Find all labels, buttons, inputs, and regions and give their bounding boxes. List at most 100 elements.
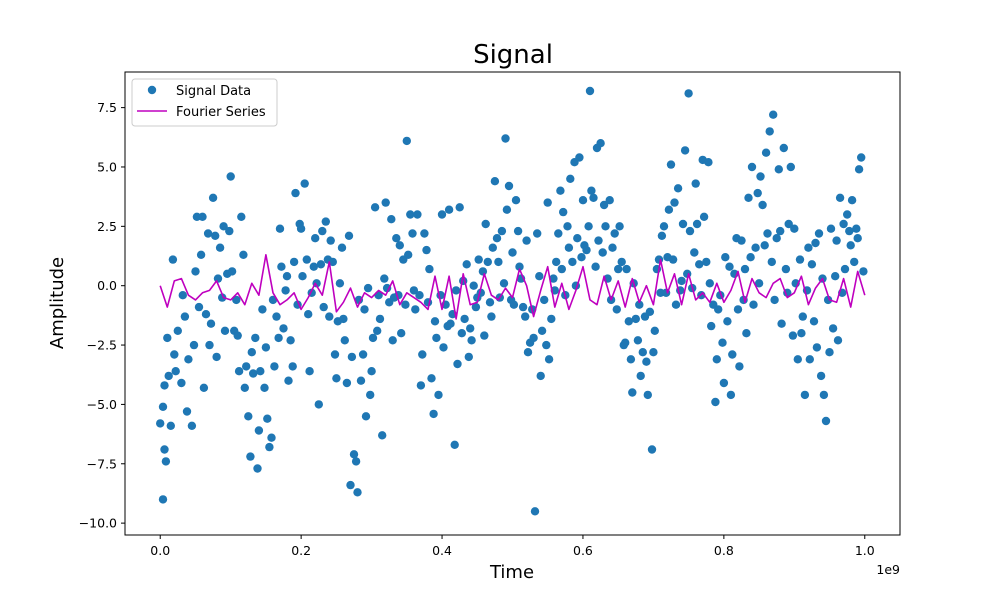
signal-data-point bbox=[234, 367, 244, 376]
signal-data-point bbox=[177, 378, 186, 388]
signal-data-point bbox=[811, 238, 820, 248]
signal-data-point bbox=[256, 367, 265, 376]
scatter-markers bbox=[156, 86, 868, 516]
signal-data-point bbox=[205, 340, 214, 350]
signal-data-point bbox=[163, 333, 172, 343]
signal-data-point bbox=[254, 426, 264, 435]
signal-data-point bbox=[318, 226, 327, 236]
signal-data-point bbox=[187, 421, 197, 430]
signal-data-point bbox=[286, 336, 295, 345]
signal-data-point bbox=[800, 390, 810, 400]
signal-data-point bbox=[533, 229, 542, 238]
signal-data-point bbox=[814, 229, 824, 238]
signal-data-point bbox=[760, 241, 769, 250]
signal-data-point bbox=[557, 264, 566, 274]
signal-data-point bbox=[767, 257, 776, 267]
y-tick-label: −10.0 bbox=[79, 516, 117, 531]
x-offset-label: 1e9 bbox=[876, 562, 900, 577]
signal-data-point bbox=[425, 264, 434, 274]
signal-data-point bbox=[409, 286, 419, 295]
signal-data-point bbox=[340, 336, 349, 345]
signal-data-point bbox=[196, 250, 206, 259]
signal-data-point bbox=[240, 383, 249, 392]
signal-data-point bbox=[816, 371, 826, 381]
signal-data-point bbox=[249, 369, 258, 378]
signal-data-point bbox=[378, 431, 387, 440]
signal-data-point bbox=[608, 243, 617, 252]
signal-data-point bbox=[744, 193, 753, 202]
signal-data-point bbox=[772, 234, 781, 243]
signal-data-point bbox=[416, 381, 426, 390]
signal-data-point bbox=[704, 158, 713, 167]
signal-data-point bbox=[422, 245, 431, 255]
signal-data-point bbox=[300, 179, 309, 188]
signal-data-point bbox=[170, 350, 179, 359]
signal-data-point bbox=[501, 134, 510, 143]
signal-data-point bbox=[624, 317, 633, 326]
signal-data-point bbox=[735, 362, 744, 371]
signal-data-point bbox=[728, 350, 737, 359]
signal-data-point bbox=[206, 319, 216, 328]
signal-data-point bbox=[208, 193, 218, 202]
signal-data-point bbox=[633, 336, 643, 345]
signal-data-point bbox=[455, 203, 464, 212]
signal-data-point bbox=[847, 196, 857, 205]
signal-data-point bbox=[453, 359, 462, 369]
signal-data-point bbox=[267, 433, 276, 442]
signal-data-point bbox=[584, 222, 593, 231]
fourier-series-layer bbox=[159, 254, 866, 320]
signal-data-point bbox=[305, 367, 314, 376]
signal-data-point bbox=[451, 286, 461, 295]
signal-data-point bbox=[261, 343, 271, 352]
signal-data-point bbox=[843, 210, 852, 219]
signal-data-point bbox=[430, 317, 440, 326]
signal-data-point bbox=[587, 186, 596, 195]
plot-area-frame bbox=[124, 71, 901, 536]
signal-data-point bbox=[786, 162, 795, 172]
signal-data-point bbox=[631, 314, 640, 324]
signal-data-point bbox=[518, 302, 528, 312]
signal-data-point bbox=[556, 186, 565, 195]
signal-data-point bbox=[201, 310, 211, 319]
signal-data-point bbox=[360, 305, 369, 314]
signal-data-point bbox=[547, 314, 556, 324]
legend-label-signal-data: Signal Data bbox=[176, 84, 251, 99]
signal-data-point bbox=[411, 305, 420, 314]
signal-data-point bbox=[211, 231, 220, 240]
signal-data-point bbox=[466, 324, 475, 333]
signal-data-point bbox=[591, 262, 600, 271]
signal-data-point bbox=[239, 250, 248, 259]
x-tick-label: 0.2 bbox=[291, 543, 311, 558]
signal-data-point bbox=[751, 243, 760, 252]
signal-data-point bbox=[552, 257, 561, 267]
signal-data-point bbox=[809, 317, 819, 326]
signal-data-point bbox=[846, 241, 855, 250]
signal-data-point bbox=[691, 179, 700, 188]
signal-data-point bbox=[437, 210, 447, 219]
signal-data-point bbox=[344, 231, 354, 240]
signal-data-point bbox=[719, 378, 729, 388]
signal-data-point bbox=[832, 236, 841, 245]
signal-data-point bbox=[537, 326, 547, 335]
signal-data-point bbox=[508, 248, 517, 257]
signal-data-point bbox=[540, 295, 549, 305]
signal-data-point bbox=[793, 355, 802, 364]
signal-data-point bbox=[747, 162, 757, 172]
signal-data-point bbox=[492, 234, 502, 243]
signal-data-point bbox=[460, 314, 469, 324]
signal-data-point bbox=[160, 445, 169, 454]
signal-data-point bbox=[418, 350, 427, 359]
signal-data-point bbox=[439, 343, 448, 352]
signal-data-point bbox=[530, 507, 540, 516]
signal-data-point bbox=[718, 338, 727, 347]
signal-data-point bbox=[488, 243, 497, 252]
signal-data-point bbox=[198, 212, 207, 221]
signal-data-point bbox=[361, 412, 371, 421]
signal-data-point bbox=[161, 457, 171, 466]
signal-data-point bbox=[191, 267, 200, 276]
signal-data-point bbox=[788, 331, 798, 340]
signal-data-point bbox=[564, 243, 574, 252]
signal-data-point bbox=[645, 307, 655, 316]
signal-data-point bbox=[666, 160, 676, 169]
signal-data-point bbox=[464, 352, 473, 362]
